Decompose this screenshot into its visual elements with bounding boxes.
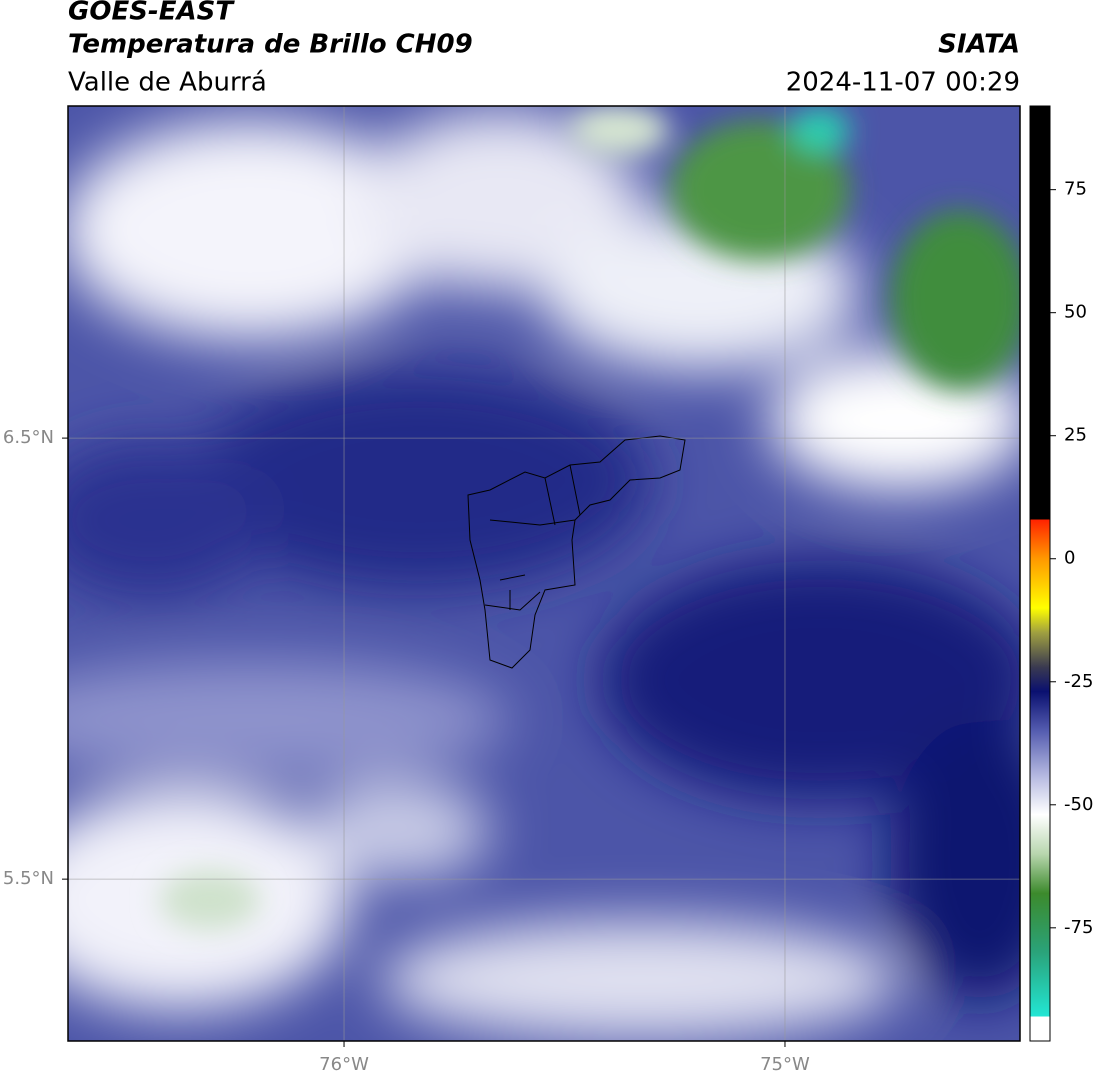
colorbar-tick-label: 25 bbox=[1064, 425, 1087, 446]
colorbar-tick-label: -50 bbox=[1064, 794, 1093, 815]
colorbar-tick-label: 0 bbox=[1064, 548, 1075, 569]
colorbar-tick-label: 75 bbox=[1064, 179, 1087, 200]
agency: SIATA bbox=[938, 30, 1020, 60]
lat-tick-label: 6.5°N bbox=[3, 427, 54, 448]
map-frame bbox=[67, 105, 1021, 1042]
lon-tick-label: 75°W bbox=[760, 1054, 810, 1075]
colorbar bbox=[1029, 105, 1051, 1042]
colorbar-tick-label: 50 bbox=[1064, 302, 1087, 323]
colorbar-tick-label: -25 bbox=[1064, 671, 1093, 692]
colorbar-tick-label: -75 bbox=[1064, 917, 1093, 938]
subtitle: Temperatura de Brillo CH09 bbox=[68, 30, 473, 60]
datetime: 2024-11-07 00:29 bbox=[786, 68, 1020, 98]
valley-boundary bbox=[467, 435, 686, 669]
region: Valle de Aburrá bbox=[68, 68, 267, 98]
satellite-image bbox=[68, 106, 1020, 1041]
title: GOES-EAST bbox=[68, 0, 235, 27]
lat-tick-label: 5.5°N bbox=[3, 868, 54, 889]
lon-tick-label: 76°W bbox=[319, 1054, 369, 1075]
